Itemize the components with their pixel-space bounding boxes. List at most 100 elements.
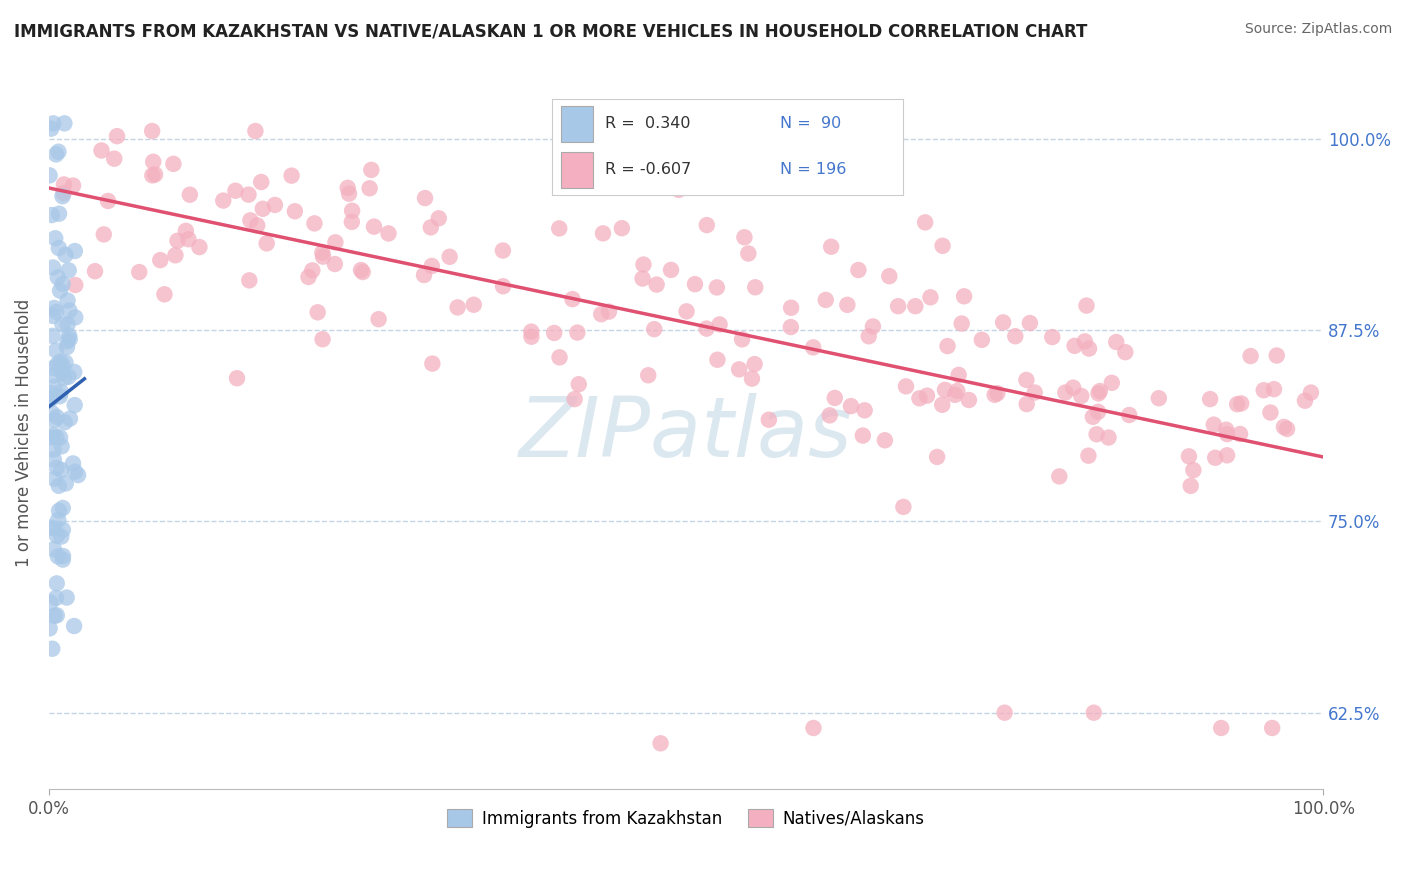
Point <box>53 116 76 130</box>
Point <box>39 430 62 444</box>
Point <box>706 352 728 367</box>
Point <box>246 219 269 233</box>
Point <box>42 427 65 442</box>
Point <box>149 253 172 268</box>
Point <box>42 301 65 315</box>
Point <box>45 576 67 591</box>
Point <box>1040 330 1063 344</box>
Point <box>733 230 755 244</box>
Point <box>561 292 583 306</box>
Point <box>1087 405 1109 419</box>
Point <box>311 245 333 260</box>
Point <box>252 202 274 216</box>
Point <box>1147 391 1170 405</box>
Point <box>212 194 235 208</box>
Point <box>55 248 77 262</box>
Point <box>39 121 62 136</box>
Point <box>696 321 718 335</box>
Point <box>41 329 63 343</box>
Point <box>852 428 875 442</box>
Point <box>1101 376 1123 390</box>
Point <box>633 258 655 272</box>
Point <box>814 293 837 307</box>
Point <box>53 371 76 385</box>
Point <box>63 244 86 258</box>
Point <box>58 303 80 318</box>
Point <box>62 457 84 471</box>
Point <box>256 236 278 251</box>
Point <box>52 501 75 516</box>
Point <box>42 368 65 383</box>
Point <box>323 257 346 271</box>
Point <box>63 398 86 412</box>
Point <box>367 312 389 326</box>
Point <box>56 334 79 349</box>
Point <box>1180 479 1202 493</box>
Point <box>908 392 931 406</box>
Point <box>893 500 915 514</box>
Point <box>1004 329 1026 343</box>
Point <box>801 340 824 354</box>
Point <box>728 362 751 376</box>
Point <box>946 384 969 398</box>
Point <box>359 181 381 195</box>
Point <box>93 227 115 242</box>
Point <box>1088 384 1111 398</box>
Point <box>56 293 79 308</box>
Point <box>63 465 86 479</box>
Point <box>65 278 87 293</box>
Point <box>731 332 754 346</box>
Point <box>1265 349 1288 363</box>
Point <box>52 549 75 563</box>
Point <box>63 619 86 633</box>
Point <box>38 392 60 406</box>
Point <box>45 305 67 319</box>
Point <box>683 277 706 292</box>
Point <box>1097 430 1119 444</box>
Point <box>520 330 543 344</box>
Point <box>1199 392 1222 406</box>
Point <box>59 411 82 425</box>
Point <box>650 736 672 750</box>
Point <box>1114 345 1136 359</box>
Point <box>41 641 63 656</box>
Point <box>128 265 150 279</box>
Point <box>548 351 571 365</box>
Point <box>44 380 66 394</box>
Text: ZIPatlas: ZIPatlas <box>519 392 853 474</box>
Point <box>920 290 942 304</box>
Point <box>887 299 910 313</box>
Point <box>737 246 759 260</box>
Point <box>1118 408 1140 422</box>
Point <box>1087 386 1109 401</box>
Point <box>46 358 69 372</box>
Point <box>1253 384 1275 398</box>
Point <box>45 147 67 161</box>
Point <box>49 431 72 445</box>
Point <box>141 124 163 138</box>
Point <box>413 268 436 282</box>
Point <box>668 183 690 197</box>
Point <box>931 398 953 412</box>
Point <box>853 403 876 417</box>
Point <box>492 244 515 258</box>
Point <box>105 129 128 144</box>
Point <box>42 361 65 376</box>
Point <box>1229 427 1251 442</box>
Point <box>591 307 613 321</box>
Point <box>818 409 841 423</box>
Point <box>53 415 76 429</box>
Point <box>55 476 77 491</box>
Point <box>983 388 1005 402</box>
Point <box>52 277 75 291</box>
Point <box>264 198 287 212</box>
Point <box>48 479 70 493</box>
Point <box>957 392 980 407</box>
Point <box>1047 469 1070 483</box>
Point <box>52 186 75 201</box>
Point <box>1202 417 1225 432</box>
Point <box>165 248 187 262</box>
Point <box>1299 385 1322 400</box>
Point <box>51 463 73 477</box>
Point <box>927 450 949 464</box>
